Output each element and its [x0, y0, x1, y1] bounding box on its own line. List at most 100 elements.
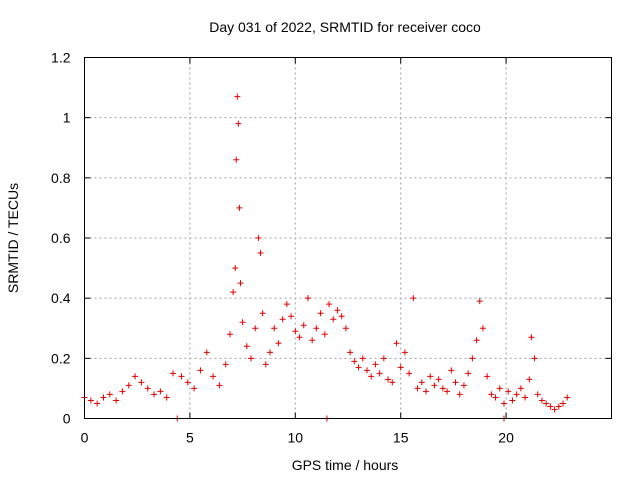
y-tick-label: 0.8: [51, 170, 71, 186]
data-point: [522, 394, 529, 401]
data-point: [233, 156, 240, 163]
data-point: [138, 379, 145, 386]
data-point: [275, 340, 282, 347]
y-tick-label: 1.2: [51, 50, 71, 66]
data-point: [500, 400, 507, 407]
grid-lines: [84, 57, 612, 419]
data-point: [248, 355, 255, 362]
data-point: [279, 316, 286, 323]
data-point: [439, 385, 446, 392]
y-tick-label: 1: [63, 110, 71, 126]
data-point: [347, 349, 354, 356]
data-point: [184, 379, 191, 386]
data-point: [564, 394, 571, 401]
data-point: [296, 334, 303, 341]
data-point: [106, 391, 113, 398]
data-point: [418, 379, 425, 386]
data-point: [125, 382, 132, 389]
data-point: [132, 373, 139, 380]
data-point: [359, 355, 366, 362]
x-axis-ticks: 0 5 10 15 20: [81, 57, 514, 446]
data-point: [255, 235, 262, 241]
data-point: [283, 301, 290, 308]
data-point: [414, 385, 421, 392]
data-point: [422, 388, 429, 395]
data-point: [210, 373, 217, 380]
data-point: [469, 355, 476, 362]
y-tick-label: 0.4: [51, 290, 71, 306]
data-point: [100, 394, 107, 401]
x-tick-label: 20: [498, 430, 514, 446]
data-point: [452, 379, 459, 386]
data-point: [317, 310, 324, 317]
data-point: [321, 331, 328, 338]
data-point: [203, 349, 210, 356]
data-point: [288, 313, 295, 320]
data-point: [505, 388, 512, 395]
data-point: [479, 325, 486, 332]
data-point: [300, 322, 307, 329]
x-tick-label: 15: [393, 430, 409, 446]
data-point: [513, 391, 520, 398]
plot-frame: [84, 57, 612, 419]
data-point: [410, 295, 417, 302]
data-point: [239, 319, 246, 326]
data-point: [237, 280, 244, 287]
data-point: [151, 391, 158, 398]
data-point: [397, 364, 404, 371]
data-point: [376, 370, 383, 377]
data-point: [197, 367, 204, 374]
x-tick-label: 0: [81, 430, 89, 446]
data-point: [547, 403, 554, 410]
data-point: [476, 298, 483, 305]
data-point: [259, 310, 266, 317]
y-axis-label: SRMTID / TECUs: [5, 183, 21, 293]
data-point: [119, 388, 126, 395]
data-point: [330, 316, 337, 323]
data-point: [226, 331, 233, 338]
data-point: [456, 391, 463, 398]
data-point: [309, 337, 316, 344]
data-point: [385, 376, 392, 383]
data-point: [144, 385, 151, 392]
data-point: [531, 355, 538, 362]
data-point: [488, 391, 495, 398]
data-point: [257, 250, 264, 257]
data-series-srmtid: [81, 93, 571, 422]
data-point: [543, 400, 550, 407]
data-point: [304, 295, 311, 302]
data-point: [431, 382, 438, 389]
data-point: [222, 361, 229, 368]
data-point: [157, 388, 164, 395]
data-point: [234, 93, 241, 100]
y-tick-label: 0.2: [51, 350, 71, 366]
data-point: [334, 307, 341, 314]
data-point: [342, 325, 349, 332]
x-tick-label: 5: [186, 430, 194, 446]
data-point: [163, 394, 170, 401]
data-point: [267, 349, 274, 356]
data-point: [252, 325, 259, 332]
data-point: [292, 328, 299, 335]
data-point: [235, 120, 242, 127]
data-point: [363, 367, 370, 374]
data-point: [460, 382, 467, 389]
data-point: [555, 403, 562, 410]
data-point: [492, 394, 499, 401]
data-point: [262, 361, 269, 368]
data-point: [538, 397, 545, 404]
data-point: [393, 340, 400, 347]
data-point: [271, 325, 278, 332]
y-tick-label: 0: [63, 411, 71, 427]
data-point: [94, 400, 101, 407]
data-point: [560, 400, 567, 407]
data-point: [351, 358, 358, 365]
data-point: [401, 349, 408, 356]
data-point: [355, 364, 362, 371]
data-point: [326, 301, 333, 308]
data-point: [496, 385, 503, 392]
data-point: [534, 391, 541, 398]
data-point: [406, 370, 413, 377]
data-point: [389, 379, 396, 386]
